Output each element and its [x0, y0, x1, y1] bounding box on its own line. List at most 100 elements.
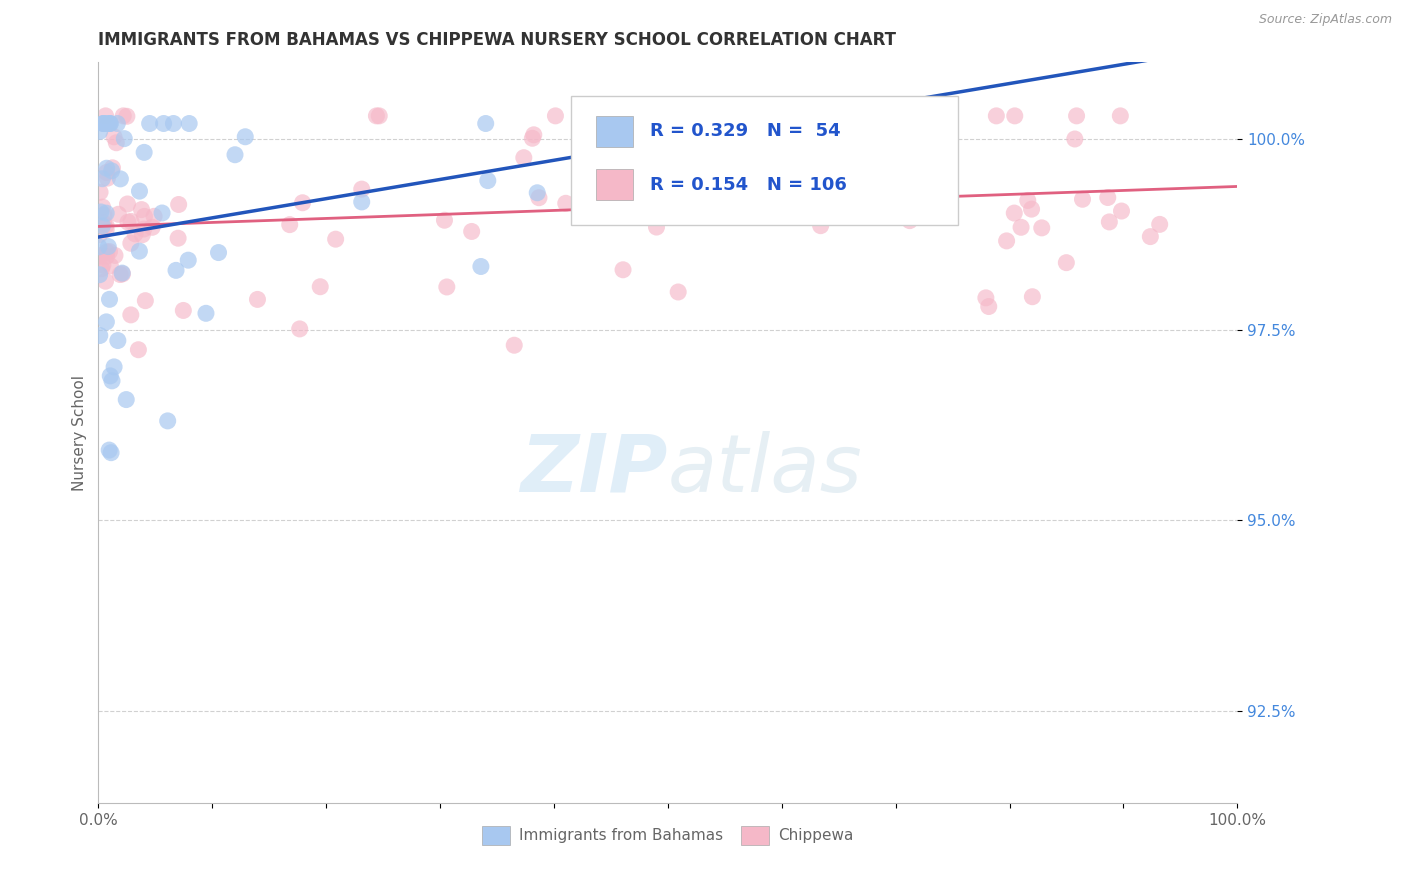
- Point: [873, 109, 896, 123]
- Point: [309, 279, 332, 293]
- Point: [91, 116, 114, 130]
- Point: [974, 291, 997, 305]
- Point: [105, 116, 128, 130]
- Point: [645, 220, 668, 235]
- Point: [526, 186, 548, 200]
- Point: [177, 253, 200, 268]
- Point: [470, 260, 492, 274]
- Point: [97, 116, 120, 130]
- Point: [134, 145, 156, 160]
- Point: [172, 303, 194, 318]
- Point: [96, 165, 118, 179]
- Point: [98, 116, 121, 130]
- Y-axis label: Nursery School: Nursery School: [72, 375, 87, 491]
- Point: [112, 131, 135, 145]
- Point: [883, 160, 905, 174]
- Point: [96, 249, 118, 263]
- Point: [115, 392, 138, 407]
- Point: [97, 239, 120, 253]
- Point: [179, 116, 201, 130]
- Point: [1066, 109, 1088, 123]
- Point: [93, 216, 115, 230]
- Point: [96, 244, 118, 259]
- Point: [101, 374, 124, 388]
- Point: [810, 219, 832, 233]
- Point: [117, 197, 139, 211]
- Text: Source: ZipAtlas.com: Source: ZipAtlas.com: [1258, 13, 1392, 27]
- Point: [666, 285, 689, 299]
- Point: [433, 213, 456, 227]
- Point: [207, 245, 229, 260]
- Point: [87, 250, 110, 264]
- Point: [127, 343, 149, 357]
- Point: [87, 240, 110, 254]
- Point: [120, 236, 142, 251]
- Point: [98, 244, 121, 259]
- Point: [527, 191, 550, 205]
- Point: [977, 300, 1000, 314]
- Point: [436, 280, 458, 294]
- Point: [986, 109, 1008, 123]
- Point: [98, 443, 121, 458]
- Point: [690, 181, 713, 195]
- Point: [89, 268, 111, 282]
- Point: [101, 161, 124, 175]
- Text: R = 0.154   N = 106: R = 0.154 N = 106: [650, 176, 846, 194]
- Point: [150, 206, 173, 220]
- Point: [128, 184, 150, 198]
- Point: [586, 186, 609, 201]
- Point: [98, 368, 121, 383]
- Point: [96, 315, 118, 329]
- Point: [91, 171, 114, 186]
- Point: [605, 155, 627, 169]
- Point: [737, 176, 759, 190]
- Point: [90, 205, 112, 219]
- Point: [224, 147, 246, 161]
- Text: R = 0.329   N =  54: R = 0.329 N = 54: [650, 122, 841, 140]
- Point: [1149, 218, 1171, 232]
- Point: [103, 129, 125, 144]
- Point: [98, 116, 121, 130]
- Point: [91, 219, 114, 233]
- Point: [612, 262, 634, 277]
- Point: [111, 266, 134, 280]
- Point: [96, 161, 118, 176]
- Point: [89, 124, 111, 138]
- Point: [1021, 202, 1043, 216]
- Point: [152, 116, 174, 130]
- Point: [1002, 206, 1025, 220]
- Point: [1071, 192, 1094, 206]
- Point: [103, 359, 125, 374]
- Point: [94, 109, 117, 123]
- Point: [723, 116, 745, 130]
- Point: [1111, 204, 1133, 219]
- Point: [107, 334, 129, 348]
- Point: [1063, 132, 1085, 146]
- Point: [1054, 255, 1077, 269]
- Point: [898, 213, 921, 227]
- Point: [94, 219, 117, 233]
- Point: [887, 109, 910, 123]
- Point: [128, 244, 150, 259]
- Point: [117, 215, 139, 229]
- Point: [93, 116, 115, 130]
- Point: [107, 207, 129, 221]
- Point: [554, 196, 576, 211]
- Point: [759, 170, 782, 185]
- Point: [366, 109, 388, 123]
- Point: [776, 150, 799, 164]
- Point: [115, 109, 138, 123]
- Point: [513, 151, 536, 165]
- Point: [91, 258, 114, 272]
- Point: [583, 151, 606, 165]
- Point: [100, 445, 122, 459]
- Point: [995, 234, 1018, 248]
- Point: [350, 182, 373, 196]
- Point: [100, 163, 122, 178]
- Point: [141, 220, 163, 235]
- Point: [167, 231, 190, 245]
- Point: [288, 322, 311, 336]
- Point: [1109, 109, 1132, 123]
- Point: [96, 222, 118, 236]
- Point: [291, 195, 314, 210]
